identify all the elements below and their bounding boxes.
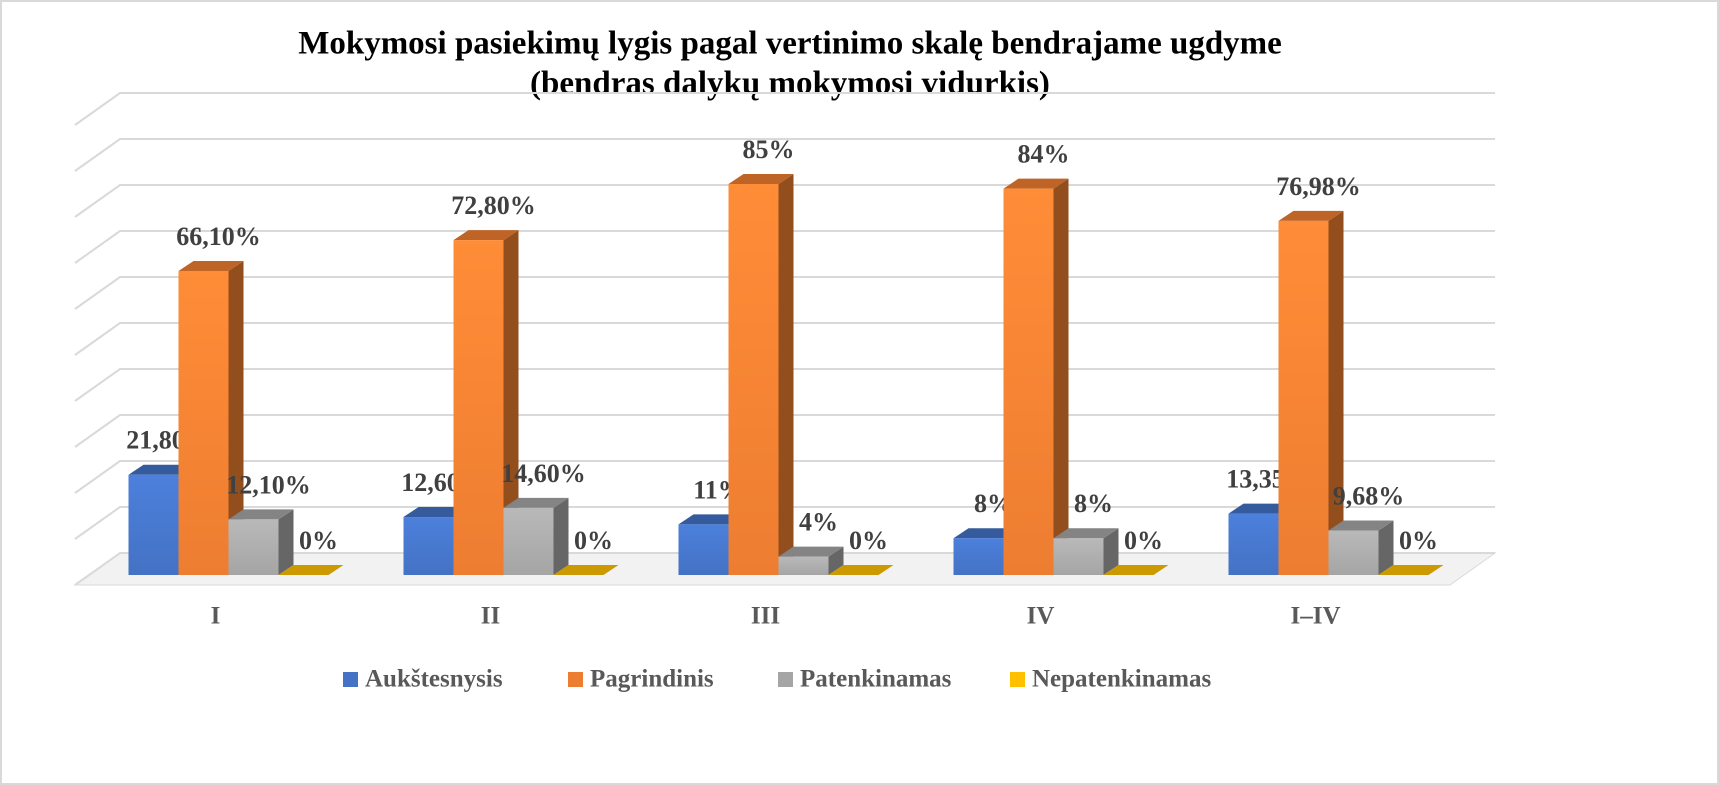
bar	[1328, 520, 1394, 575]
bar-side	[1053, 178, 1069, 575]
bar-front	[128, 474, 179, 575]
bar-front	[1278, 220, 1329, 575]
x-tick-label: I	[211, 603, 221, 630]
bar	[178, 260, 244, 575]
data-label: 76,98%	[1276, 172, 1361, 201]
bar-side	[553, 497, 569, 575]
bar-side	[828, 546, 844, 575]
bar	[1278, 210, 1344, 575]
bar-front	[678, 524, 729, 575]
bar-side	[503, 230, 519, 575]
bar	[278, 565, 344, 575]
legend-swatch	[1010, 672, 1025, 687]
bar-front	[778, 556, 829, 575]
x-tick-label: I–IV	[1290, 603, 1340, 630]
data-label: 0%	[1399, 526, 1438, 555]
data-label: 8%	[1074, 489, 1113, 518]
bar-front	[1328, 530, 1379, 575]
bar	[778, 546, 844, 575]
bar-top	[728, 174, 794, 184]
data-label: 0%	[1124, 526, 1163, 555]
bar	[553, 565, 619, 575]
bar-top	[278, 565, 344, 575]
bar-front	[503, 507, 554, 575]
bar-front	[453, 240, 504, 575]
bar-top	[1228, 503, 1294, 514]
legend-swatch	[568, 672, 583, 687]
bar-front	[228, 519, 279, 575]
bar	[503, 497, 569, 575]
legend-swatch	[343, 672, 358, 687]
bar-top	[828, 565, 894, 575]
bar-top	[178, 260, 244, 271]
bar	[728, 174, 794, 575]
chart-title: Mokymosi pasiekimų lygis pagal vertinimo…	[298, 26, 1282, 62]
x-tick-label: III	[751, 603, 780, 630]
bar-side	[1103, 528, 1119, 575]
bar	[453, 230, 519, 575]
data-label: 66,10%	[176, 222, 261, 251]
data-label: 0%	[299, 526, 338, 555]
legend-label: Patenkinamas	[800, 666, 952, 693]
data-label: 9,68%	[1333, 481, 1405, 510]
data-label: 12,10%	[226, 470, 311, 499]
bar	[828, 565, 894, 575]
bar	[1378, 565, 1444, 575]
bar-front	[178, 270, 229, 575]
bar-top	[1003, 178, 1069, 189]
bar	[1053, 528, 1119, 575]
x-tick-label: IV	[1027, 603, 1055, 630]
bar-side	[1328, 210, 1344, 575]
data-label: 0%	[574, 526, 613, 555]
bar-front	[953, 538, 1004, 575]
bar-top	[1328, 520, 1394, 531]
legend-label: Aukštesnysis	[365, 666, 503, 693]
legend-label: Nepatenkinamas	[1032, 666, 1211, 693]
bar-front	[1003, 188, 1054, 575]
bar-top	[1378, 565, 1444, 575]
bar-top	[403, 507, 469, 518]
bar-top	[503, 497, 569, 508]
bar-top	[128, 464, 194, 475]
data-label: 84%	[1018, 140, 1070, 169]
bar-top	[553, 565, 619, 575]
grid-line	[74, 92, 1495, 126]
bar-side	[1378, 520, 1394, 575]
data-label: 14,60%	[501, 459, 586, 488]
bar-front	[1053, 538, 1104, 575]
data-label: 85%	[743, 135, 795, 164]
legend-label: Pagrindinis	[590, 666, 714, 693]
bar-side	[228, 260, 244, 575]
legend-swatch	[778, 672, 793, 687]
bar-top	[453, 230, 519, 241]
data-label: 4%	[799, 508, 838, 537]
bar-top	[778, 546, 844, 557]
bar-side	[778, 174, 794, 575]
bar-front	[403, 517, 454, 575]
bar	[1103, 565, 1169, 575]
data-label: 0%	[849, 526, 888, 555]
bar	[228, 509, 294, 575]
bar-side	[278, 509, 294, 575]
data-label: 72,80%	[451, 191, 536, 220]
grid-line	[74, 138, 1495, 172]
bar-top	[678, 514, 744, 525]
bar	[1003, 178, 1069, 575]
bar-top	[1278, 210, 1344, 221]
chart-subtitle: (bendras dalykų mokymosi vidurkis)	[530, 66, 1050, 102]
bar-front	[1228, 513, 1279, 575]
bar-top	[1053, 528, 1119, 539]
bar-top	[1103, 565, 1169, 575]
bar-top	[953, 528, 1019, 539]
x-tick-label: II	[481, 603, 500, 630]
bar-top	[228, 509, 294, 520]
bar-front	[728, 184, 779, 575]
